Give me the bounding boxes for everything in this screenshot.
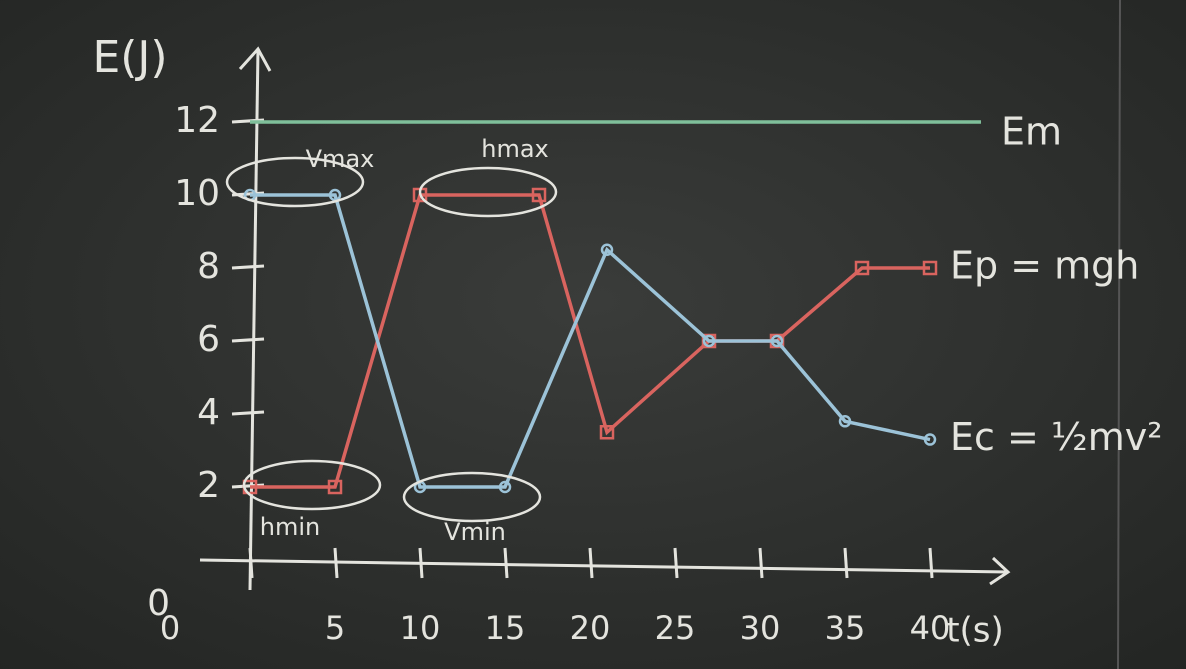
chalkboard-chart: E(J) t(s) 0510152025303540024681012EmEp … — [0, 0, 1186, 669]
x-tick-label: 10 — [400, 609, 441, 647]
x-tick-label: 20 — [570, 609, 611, 647]
x-tick — [675, 548, 677, 578]
x-tick — [760, 548, 762, 578]
x-tick-label: 25 — [655, 609, 696, 647]
x-tick — [420, 548, 422, 578]
x-tick-label: 15 — [485, 609, 526, 647]
x-tick-label: 40 — [910, 609, 951, 647]
series-label: Em — [1001, 110, 1062, 154]
y-tick — [232, 339, 264, 341]
x-tick — [845, 548, 847, 578]
y-tick-label: 4 — [197, 392, 220, 433]
annotation: hmax — [481, 135, 549, 163]
series-label: Ep = mgh — [950, 244, 1139, 288]
x-tick — [930, 548, 932, 578]
x-tick-label: 5 — [325, 609, 345, 647]
x-tick — [335, 548, 337, 578]
y-tick-label: 10 — [174, 173, 220, 214]
page: E(J) t(s) 0510152025303540024681012EmEp … — [0, 0, 1186, 669]
x-tick-label: 35 — [825, 609, 866, 647]
x-tick — [250, 548, 252, 578]
y-tick — [232, 412, 264, 414]
y-tick-label: 6 — [197, 319, 220, 360]
y-tick-label: 0 — [147, 583, 170, 624]
x-axis-label: t(s) — [946, 611, 1004, 651]
y-tick — [232, 266, 264, 268]
y-tick-label: 12 — [174, 100, 220, 141]
x-tick — [505, 548, 507, 578]
y-tick-label: 2 — [197, 465, 220, 506]
annotation: hmin — [260, 513, 320, 541]
x-tick-label: 30 — [740, 609, 781, 647]
annotation: Vmax — [306, 145, 375, 173]
y-axis-label: E(J) — [92, 32, 167, 83]
series-label: Ec = ½mv² — [950, 415, 1162, 459]
annotation: Vmin — [444, 518, 506, 546]
x-tick — [590, 548, 592, 578]
y-tick-label: 8 — [197, 246, 220, 287]
